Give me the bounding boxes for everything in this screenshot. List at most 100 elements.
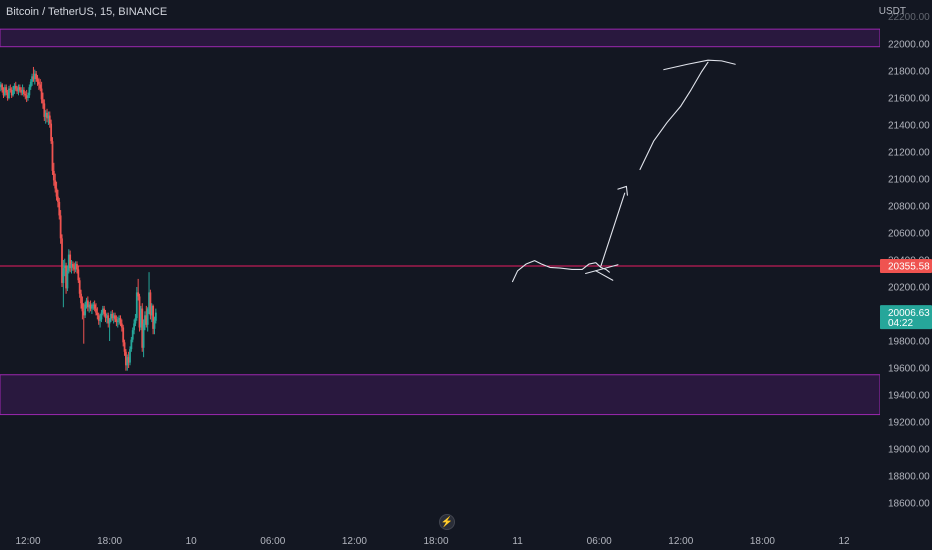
candle-body xyxy=(78,280,81,294)
y-tick-label: 20800.00 xyxy=(888,202,930,213)
current-price-label: 20006.63 xyxy=(888,308,930,319)
candle-body xyxy=(82,311,85,316)
candle-body xyxy=(120,323,123,328)
candle-body xyxy=(42,99,44,104)
hand-drawn-path xyxy=(617,185,627,190)
x-tick-label: 12:00 xyxy=(15,536,40,547)
candle-body xyxy=(134,318,137,324)
candle-body xyxy=(133,323,135,331)
countdown-label: 04:22 xyxy=(888,318,913,329)
candle-body xyxy=(142,323,145,348)
x-tick-label: 18:00 xyxy=(97,536,122,547)
candle-body xyxy=(0,84,2,88)
candle-body xyxy=(17,87,20,92)
candle-body xyxy=(150,305,153,316)
candle-body xyxy=(70,264,73,269)
lightning-icon[interactable]: ⚡ xyxy=(439,514,455,530)
candle-body xyxy=(84,304,87,316)
candle-body xyxy=(12,89,14,96)
candle-body xyxy=(3,87,6,96)
x-tick-label: 12:00 xyxy=(342,536,367,547)
hand-drawn-path xyxy=(585,264,619,275)
candle-body xyxy=(39,84,42,89)
candle-body xyxy=(92,304,95,306)
candle-body xyxy=(89,304,92,309)
y-tick-label: 21000.00 xyxy=(888,175,930,186)
candle-body xyxy=(137,292,140,297)
candle-body xyxy=(5,87,8,93)
candle-body xyxy=(99,319,101,321)
hand-drawn-path xyxy=(663,59,736,71)
candle-body xyxy=(149,292,152,316)
candle-body xyxy=(40,88,43,100)
candle-body xyxy=(111,314,114,319)
hand-drawn-path xyxy=(625,185,628,196)
candle-body xyxy=(16,88,19,92)
candle-body xyxy=(152,305,155,329)
candle-body xyxy=(123,342,126,352)
candle-body xyxy=(52,170,55,181)
candle-body xyxy=(6,92,9,98)
candle-body xyxy=(73,266,76,270)
candle-body xyxy=(76,264,78,270)
candle-body xyxy=(135,292,138,319)
candle-body xyxy=(144,315,146,324)
candle-body xyxy=(25,95,28,98)
candle-body xyxy=(35,73,38,80)
candle-body xyxy=(96,312,99,316)
candle-body xyxy=(47,115,50,119)
candle-body xyxy=(8,88,10,98)
candle-body xyxy=(18,87,21,90)
candle-body xyxy=(104,314,107,319)
candle-body xyxy=(91,305,93,309)
candle-body xyxy=(118,318,121,321)
candle-body xyxy=(24,93,27,96)
candle-body xyxy=(100,312,103,320)
candle-body xyxy=(126,357,129,366)
candle-body xyxy=(81,303,84,312)
candle-body xyxy=(67,254,70,271)
hand-drawn-path xyxy=(595,270,614,281)
current-price-badge xyxy=(880,305,932,330)
support-zone xyxy=(0,374,881,416)
candle-body xyxy=(71,264,74,267)
candle-body xyxy=(37,81,40,85)
candle-body xyxy=(57,196,59,202)
candle-body xyxy=(59,215,62,239)
currency-label: USDT xyxy=(878,6,906,17)
candle-body xyxy=(21,89,24,93)
candle-body xyxy=(125,351,127,366)
hand-drawn-path xyxy=(511,260,610,283)
candle-body xyxy=(48,115,51,124)
candle-body xyxy=(95,308,97,313)
candle-body xyxy=(32,76,35,80)
candle-body xyxy=(80,293,82,304)
candle-body xyxy=(33,73,36,80)
candle-body xyxy=(86,300,89,308)
candle-body xyxy=(69,254,72,269)
zones-layer xyxy=(0,28,881,416)
y-tick-label: 21200.00 xyxy=(888,148,930,159)
candle-body xyxy=(154,312,157,321)
candle-body xyxy=(44,112,47,117)
candle-body xyxy=(55,188,58,197)
time-axis[interactable]: 12:00 18:00 10 06:00 12:00 18:00 11 06:00 12:00 1… xyxy=(15,536,850,547)
candle-body xyxy=(108,319,111,324)
symbol-title: Bitcoin / TetherUS, 15, BINANCE xyxy=(6,6,168,18)
candle-body xyxy=(58,201,61,216)
candle-body xyxy=(110,314,112,320)
candle-body xyxy=(103,308,106,314)
price-axis[interactable]: 22000.00 21800.00 21600.00 21400.00 21200.00… xyxy=(880,0,932,550)
candle-body xyxy=(63,265,66,269)
candle-body xyxy=(28,87,31,96)
candle-body xyxy=(129,349,131,363)
x-tick-label: 11 xyxy=(512,536,523,547)
candle-body xyxy=(61,238,63,283)
candle-body xyxy=(29,81,32,88)
candle-body xyxy=(153,320,156,329)
candle-body xyxy=(112,315,115,319)
candle-body xyxy=(54,180,57,189)
y-tick-label: 21400.00 xyxy=(888,121,930,132)
